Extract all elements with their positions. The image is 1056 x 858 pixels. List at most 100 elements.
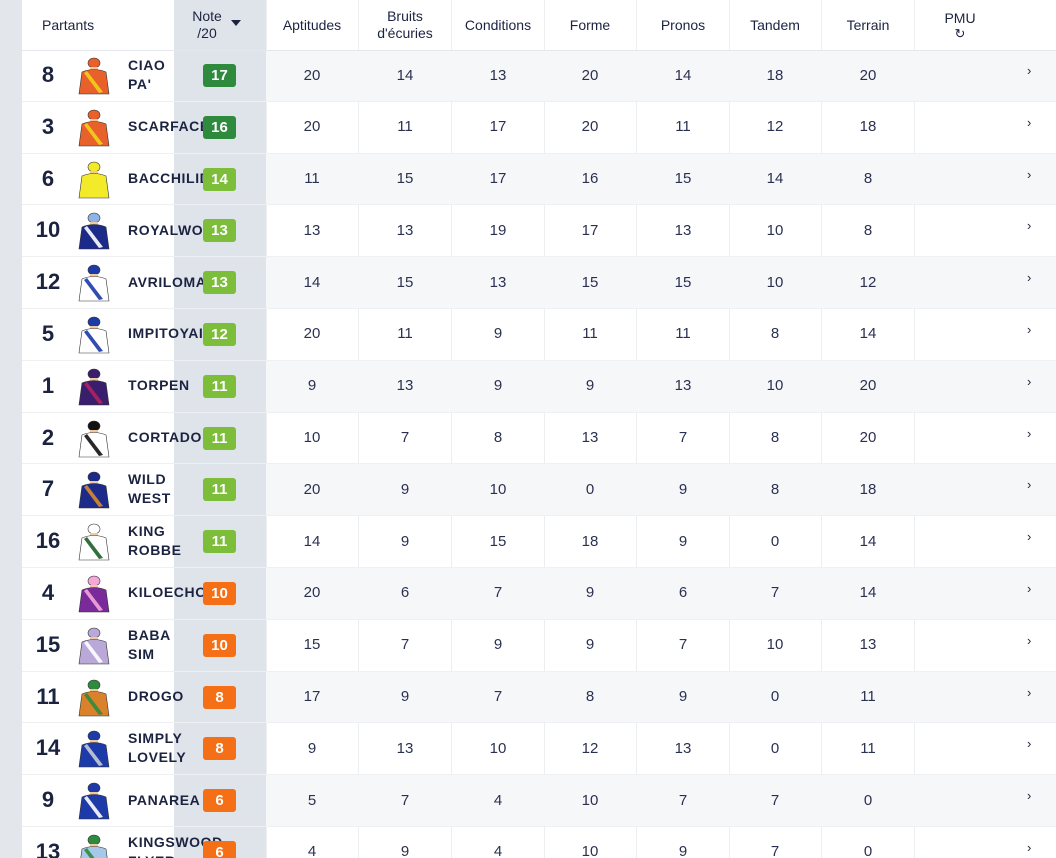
header-bruits-label-2: d'écuries xyxy=(377,25,433,41)
header-terrain[interactable]: Terrain xyxy=(822,0,914,50)
tandem-score: 10 xyxy=(766,636,784,654)
table-row[interactable]: 4 KILOECHO 10 20 6 7 9 6 7 14 › xyxy=(22,567,1056,620)
jockey-silk-icon xyxy=(80,834,108,858)
aptitudes-score: 14 xyxy=(303,273,321,291)
forme-score: 9 xyxy=(585,636,595,654)
chevron-right-icon[interactable]: › xyxy=(1027,580,1032,596)
forme-score: 10 xyxy=(581,791,599,809)
pronos-score: 13 xyxy=(674,739,692,757)
tandem-score: 12 xyxy=(766,118,784,136)
chevron-right-icon[interactable]: › xyxy=(1027,114,1032,130)
chevron-right-icon[interactable]: › xyxy=(1027,63,1032,78)
header-bruits[interactable]: Bruits d'écuries xyxy=(359,0,451,50)
conditions-score: 19 xyxy=(489,221,507,239)
chevron-right-icon[interactable]: › xyxy=(1027,373,1032,389)
chevron-right-icon[interactable]: › xyxy=(1027,477,1032,493)
tandem-score: 10 xyxy=(766,377,784,395)
chevron-right-icon[interactable]: › xyxy=(1027,632,1032,648)
table-row[interactable]: 11 DROGO 8 17 9 7 8 9 0 11 › xyxy=(22,671,1056,724)
tandem-score: 10 xyxy=(766,221,784,239)
table-row[interactable]: 14 SIMPLY LOVELY 8 9 13 10 12 13 0 11 › xyxy=(22,723,1056,776)
note-badge: 6 xyxy=(203,789,236,813)
header-partants-label: Partants xyxy=(42,16,95,33)
header-aptitudes[interactable]: Aptitudes xyxy=(266,0,358,50)
table-row[interactable]: 13 KINGSWOOD FLYER6 4 9 4 10 9 7 0 › xyxy=(22,827,1056,858)
note-badge: 13 xyxy=(203,271,236,295)
tandem-score: 10 xyxy=(766,273,784,291)
pronos-score: 9 xyxy=(678,688,688,706)
chevron-right-icon[interactable]: › xyxy=(1027,166,1032,182)
jockey-silk-icon xyxy=(78,575,110,613)
table-row[interactable]: 10 ROYALWO 13 13 13 19 17 13 10 8 › xyxy=(22,205,1056,258)
chevron-right-icon[interactable]: › xyxy=(1027,321,1032,337)
forme-score: 20 xyxy=(581,66,599,84)
header-partants[interactable]: Partants xyxy=(42,0,142,50)
chevron-right-icon[interactable]: › xyxy=(1027,218,1032,234)
header-forme[interactable]: Forme xyxy=(544,0,636,50)
runner-name[interactable]: WILD WEST xyxy=(128,471,171,507)
runner-number: 6 xyxy=(41,165,55,191)
note-badge: 10 xyxy=(203,581,236,605)
forme-score: 9 xyxy=(585,584,595,602)
runner-number: 11 xyxy=(36,683,60,709)
table-row[interactable]: 3 SCARFACE 16 20 11 17 20 11 12 18 › xyxy=(22,102,1056,154)
chevron-right-icon[interactable]: › xyxy=(1027,736,1032,752)
conditions-score: 8 xyxy=(493,429,503,447)
chevron-right-icon[interactable]: › xyxy=(1027,788,1032,804)
table-row[interactable]: 5 IMPITOYAI 12 20 11 9 11 11 8 14 › xyxy=(22,309,1056,361)
runner-name[interactable]: BABA SIM xyxy=(128,626,171,662)
jockey-silk-icon xyxy=(78,316,110,354)
table-row[interactable]: 1 TORPEN 11 9 13 9 9 13 10 20 › xyxy=(22,360,1056,413)
runner-number: 16 xyxy=(35,528,61,554)
jockey-silk-icon xyxy=(78,57,110,95)
chevron-right-icon[interactable]: › xyxy=(1027,684,1032,700)
tandem-score: 14 xyxy=(766,170,784,188)
runner-name[interactable]: AVRILOMA R xyxy=(128,273,222,290)
runner-name[interactable]: KILOECHO xyxy=(128,584,207,601)
table-row[interactable]: 15 BABA SIM 10 15 7 9 9 7 10 13 › xyxy=(22,620,1056,672)
chevron-right-icon[interactable]: › xyxy=(1027,270,1032,286)
bruits-score: 15 xyxy=(396,170,414,188)
note-badge: 16 xyxy=(203,115,236,139)
aptitudes-score: 5 xyxy=(307,791,317,809)
forme-score: 12 xyxy=(581,739,599,757)
header-conditions[interactable]: Conditions xyxy=(452,0,544,50)
table-row[interactable]: 2 CORTADO 11 10 7 8 13 7 8 20 › xyxy=(22,413,1056,465)
table-row[interactable]: 7 WILD WEST 11 20 9 10 0 9 8 18 › xyxy=(22,464,1056,517)
runner-name[interactable]: KING ROBBE xyxy=(128,523,182,559)
runner-number: 8 xyxy=(41,62,55,87)
runner-name[interactable]: DROGO xyxy=(128,688,184,705)
note-badge: 11 xyxy=(203,426,236,450)
note-badge: 10 xyxy=(203,633,236,657)
runner-name[interactable]: SCARFACE xyxy=(128,118,210,135)
table-row[interactable]: 16 KING ROBBE 11 14 9 15 18 9 0 14 › xyxy=(22,516,1056,568)
runner-name[interactable]: SIMPLY LOVELY xyxy=(128,730,187,766)
conditions-score: 17 xyxy=(489,118,507,136)
pronos-score: 9 xyxy=(678,480,688,498)
table-row[interactable]: 8 CIAO PA' 17 20 14 13 20 14 18 20 › xyxy=(22,50,1056,102)
refresh-icon[interactable]: ↻ xyxy=(954,26,966,41)
runner-name[interactable]: CORTADO xyxy=(128,429,202,446)
runner-name[interactable]: BACCHILID xyxy=(128,170,211,187)
chevron-right-icon[interactable]: › xyxy=(1027,839,1032,855)
header-pmu[interactable]: PMU ↻ xyxy=(914,0,1006,50)
runner-name[interactable]: TORPEN xyxy=(128,377,190,394)
header-pronos[interactable]: Pronos xyxy=(637,0,729,50)
caret-down-icon[interactable] xyxy=(231,20,241,26)
terrain-score: 13 xyxy=(859,636,877,654)
runner-name[interactable]: IMPITOYAI xyxy=(128,325,204,342)
runner-name[interactable]: KINGSWOOD FLYER xyxy=(128,833,223,858)
chevron-right-icon[interactable]: › xyxy=(1027,529,1032,545)
table-row[interactable]: 12 AVRILOMA R 13 14 15 13 15 15 10 12 › xyxy=(22,257,1056,309)
runner-name[interactable]: PANAREA xyxy=(128,791,201,808)
runner-number: 5 xyxy=(41,320,55,346)
header-tandem[interactable]: Tandem xyxy=(729,0,821,50)
table-row[interactable]: 9 PANAREA 6 5 7 4 10 7 7 0 › xyxy=(22,775,1056,827)
runner-name[interactable]: CIAO PA' xyxy=(128,57,166,92)
header-note[interactable]: Note /20 xyxy=(182,0,232,50)
chevron-right-icon[interactable]: › xyxy=(1027,425,1032,441)
table-row[interactable]: 6 BACCHILID 14 11 15 17 16 15 14 8 › xyxy=(22,153,1056,206)
jockey-silk-icon xyxy=(78,368,110,406)
runner-number: 7 xyxy=(41,476,55,502)
runner-name[interactable]: ROYALWO xyxy=(128,221,204,238)
